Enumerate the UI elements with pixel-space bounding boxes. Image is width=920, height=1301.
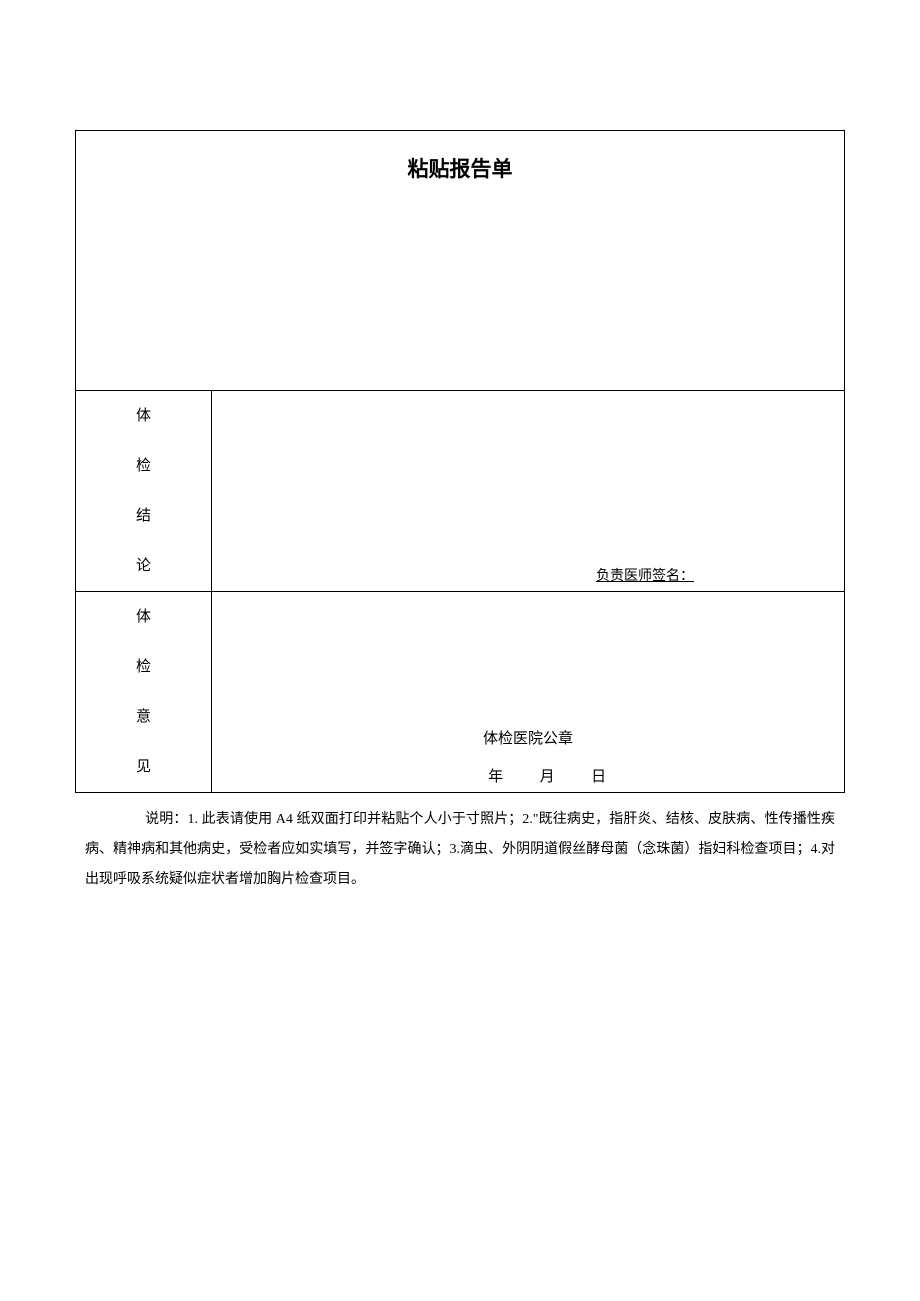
conclusion-char-1: 体 xyxy=(76,391,211,441)
opinion-char-3: 意 xyxy=(76,692,211,742)
year-spacer xyxy=(448,769,483,785)
opinion-char-4: 见 xyxy=(76,742,211,792)
notes-prefix: 说明： xyxy=(145,812,187,827)
notes-section: 说明：1. 此表请使用 A4 纸双面打印并粘贴个人小于寸照片；2."既往病史，指… xyxy=(75,805,845,895)
opinion-char-2: 检 xyxy=(76,642,211,692)
form-title: 粘贴报告单 xyxy=(76,131,844,183)
hospital-stamp-label: 体检医院公章 xyxy=(212,716,844,762)
opinion-label-cell: 体 检 意 见 xyxy=(76,592,212,793)
date-line: 年 月 日 xyxy=(212,762,844,792)
month-spacer xyxy=(511,769,534,785)
conclusion-char-3: 结 xyxy=(76,491,211,541)
conclusion-char-2: 检 xyxy=(76,441,211,491)
day-label: 日 xyxy=(591,769,608,785)
opinion-content-cell: 体检医院公章 年 月 日 xyxy=(212,592,845,793)
conclusion-content-cell: 负责医师签名： xyxy=(212,391,845,592)
opinion-char-1: 体 xyxy=(76,592,211,642)
conclusion-char-4: 论 xyxy=(76,541,211,591)
report-form-table: 粘贴报告单 体 检 结 论 负责医师签名： 体 检 意 见 体检医院公章 年 xyxy=(75,130,845,793)
doctor-signature-label: 负责医师签名： xyxy=(212,565,844,591)
conclusion-label-cell: 体 检 结 论 xyxy=(76,391,212,592)
day-spacer xyxy=(562,769,585,785)
title-cell: 粘贴报告单 xyxy=(76,131,845,391)
notes-text: 1. 此表请使用 A4 纸双面打印并粘贴个人小于寸照片；2."既往病史，指肝炎、… xyxy=(85,812,835,887)
month-label: 月 xyxy=(540,769,557,785)
year-label: 年 xyxy=(488,769,505,785)
